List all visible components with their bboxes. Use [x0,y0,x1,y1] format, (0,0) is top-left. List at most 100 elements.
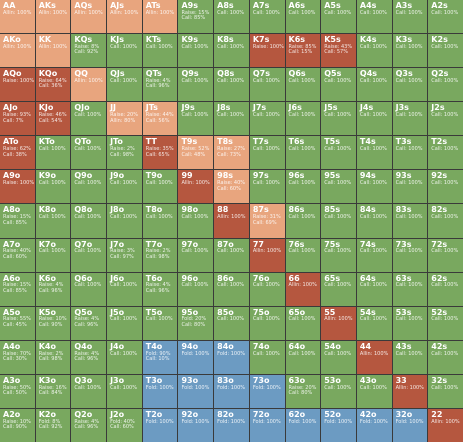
hand-cell-95o[interactable]: 95o Fold: 20% Call: 80% [178,306,214,340]
hand-cell-j6o[interactable]: J6o Call: 100% [107,272,142,306]
hand-cell-33[interactable]: 33 Allin: 100% [392,374,428,408]
hand-cell-kjs[interactable]: KJs Call: 100% [107,34,142,68]
hand-cell-t3o[interactable]: T3o Fold: 100% [142,374,178,408]
hand-cell-a3o[interactable]: A3o Raise: 50% Call: 50% [0,374,35,408]
hand-cell-42o[interactable]: 42o Fold: 100% [356,408,392,442]
hand-cell-84o[interactable]: 84o Fold: 100% [214,340,249,374]
hand-cell-95s[interactable]: 95s Call: 100% [321,170,356,204]
hand-cell-t9s[interactable]: T9s Raise: 52% Call: 48% [178,136,214,170]
hand-cell-52o[interactable]: 52o Fold: 100% [321,408,356,442]
hand-cell-63s[interactable]: 63s Call: 100% [392,272,428,306]
hand-cell-q6s[interactable]: Q6s Call: 100% [285,68,321,102]
hand-cell-94s[interactable]: 94s Call: 100% [356,170,392,204]
hand-cell-q4o[interactable]: Q4o Raise: 4% Call: 96% [71,340,107,374]
hand-cell-kqo[interactable]: KQo Raise: 64% Call: 36% [35,68,71,102]
hand-cell-t9o[interactable]: T9o Call: 100% [142,170,178,204]
hand-cell-77[interactable]: 77 Allin: 100% [249,238,285,272]
hand-cell-74s[interactable]: 74s Call: 100% [356,238,392,272]
hand-cell-64o[interactable]: 64o Call: 100% [285,340,321,374]
hand-cell-qjs[interactable]: QJs Call: 100% [107,68,142,102]
hand-cell-54s[interactable]: 54s Call: 100% [356,306,392,340]
hand-cell-j9s[interactable]: J9s Call: 100% [178,102,214,136]
hand-cell-k6o[interactable]: K6o Raise: 4% Call: 96% [35,272,71,306]
hand-cell-99[interactable]: 99 Allin: 100% [178,170,214,204]
hand-cell-54o[interactable]: 54o Call: 100% [321,340,356,374]
hand-cell-t5o[interactable]: T5o Call: 100% [142,306,178,340]
hand-cell-q7s[interactable]: Q7s Call: 100% [249,68,285,102]
hand-cell-53o[interactable]: 53o Call: 100% [321,374,356,408]
hand-cell-74o[interactable]: 74o Call: 100% [249,340,285,374]
hand-cell-jj[interactable]: JJ Raise: 20% Allin: 80% [107,102,142,136]
hand-cell-a2s[interactable]: A2s Call: 100% [428,0,463,34]
hand-cell-k2s[interactable]: K2s Call: 100% [428,34,463,68]
hand-cell-a3s[interactable]: A3s Call: 100% [392,0,428,34]
hand-cell-j6s[interactable]: J6s Call: 100% [285,102,321,136]
hand-cell-t2o[interactable]: T2o Fold: 100% [142,408,178,442]
hand-cell-ako[interactable]: AKo Allin: 100% [0,34,35,68]
hand-cell-j8s[interactable]: J8s Call: 100% [214,102,249,136]
hand-cell-aqo[interactable]: AQo Raise: 100% [0,68,35,102]
hand-cell-43o[interactable]: 43o Call: 100% [356,374,392,408]
hand-cell-kto[interactable]: KTo Call: 100% [35,136,71,170]
hand-cell-92o[interactable]: 92o Fold: 100% [178,408,214,442]
hand-cell-83o[interactable]: 83o Fold: 100% [214,374,249,408]
hand-cell-k6s[interactable]: K6s Raise: 85% Call: 15% [285,34,321,68]
hand-cell-j3s[interactable]: J3s Call: 100% [392,102,428,136]
hand-cell-j7s[interactable]: J7s Call: 100% [249,102,285,136]
hand-cell-t4s[interactable]: T4s Call: 100% [356,136,392,170]
hand-cell-t7s[interactable]: T7s Call: 100% [249,136,285,170]
hand-cell-j7o[interactable]: J7o Raise: 3% Call: 97% [107,238,142,272]
hand-cell-kk[interactable]: KK Allin: 100% [35,34,71,68]
hand-cell-97o[interactable]: 97o Call: 100% [178,238,214,272]
hand-cell-96s[interactable]: 96s Call: 100% [285,170,321,204]
hand-cell-98o[interactable]: 98o Call: 100% [178,204,214,238]
hand-cell-t6o[interactable]: T6o Raise: 4% Call: 96% [142,272,178,306]
hand-cell-62o[interactable]: 62o Fold: 100% [285,408,321,442]
hand-cell-a7o[interactable]: A7o Raise: 40% Call: 60% [0,238,35,272]
hand-cell-87o[interactable]: 87o Call: 100% [214,238,249,272]
hand-cell-85o[interactable]: 85o Call: 100% [214,306,249,340]
hand-cell-a6s[interactable]: A6s Call: 100% [285,0,321,34]
hand-cell-k7s[interactable]: K7s Raise: 100% [249,34,285,68]
hand-cell-kts[interactable]: KTs Call: 100% [142,34,178,68]
hand-cell-j3o[interactable]: J3o Call: 100% [107,374,142,408]
hand-cell-k8o[interactable]: K8o Call: 100% [35,204,71,238]
hand-cell-j5o[interactable]: J5o Call: 100% [107,306,142,340]
hand-cell-ajo[interactable]: AJo Raise: 93% Call: 7% [0,102,35,136]
hand-cell-22[interactable]: 22 Allin: 100% [428,408,463,442]
hand-cell-62s[interactable]: 62s Call: 100% [428,272,463,306]
hand-cell-jts[interactable]: JTs Raise: 44% Call: 56% [142,102,178,136]
hand-cell-k2o[interactable]: K2o Fold: 8% Call: 92% [35,408,71,442]
hand-cell-a8s[interactable]: A8s Call: 100% [214,0,249,34]
hand-cell-ato[interactable]: ATo Raise: 62% Call: 38% [0,136,35,170]
hand-cell-76o[interactable]: 76o Call: 100% [249,272,285,306]
hand-cell-32o[interactable]: 32o Fold: 100% [392,408,428,442]
hand-cell-a4s[interactable]: A4s Call: 100% [356,0,392,34]
hand-cell-85s[interactable]: 85s Call: 100% [321,204,356,238]
hand-cell-t2s[interactable]: T2s Call: 100% [428,136,463,170]
hand-cell-96o[interactable]: 96o Call: 100% [178,272,214,306]
hand-cell-q2o[interactable]: Q2o Raise: 4% Call: 96% [71,408,107,442]
hand-cell-q7o[interactable]: Q7o Call: 100% [71,238,107,272]
hand-cell-ajs[interactable]: AJs Allin: 100% [107,0,142,34]
hand-cell-72s[interactable]: 72s Call: 100% [428,238,463,272]
hand-cell-j2s[interactable]: J2s Call: 100% [428,102,463,136]
hand-cell-t5s[interactable]: T5s Call: 100% [321,136,356,170]
hand-cell-87s[interactable]: 87s Raise: 31% Call: 69% [249,204,285,238]
hand-cell-63o[interactable]: 63o Raise: 20% Call: 80% [285,374,321,408]
hand-cell-86s[interactable]: 86s Call: 100% [285,204,321,238]
hand-cell-98s[interactable]: 98s Raise: 40% Call: 60% [214,170,249,204]
hand-cell-t3s[interactable]: T3s Call: 100% [392,136,428,170]
hand-cell-q9o[interactable]: Q9o Call: 100% [71,170,107,204]
hand-cell-55[interactable]: 55 Allin: 100% [321,306,356,340]
hand-cell-q4s[interactable]: Q4s Call: 100% [356,68,392,102]
hand-cell-j2o[interactable]: J2o Fold: 40% Call: 60% [107,408,142,442]
hand-cell-43s[interactable]: 43s Call: 100% [392,340,428,374]
hand-cell-q5o[interactable]: Q5o Raise: 4% Call: 96% [71,306,107,340]
hand-cell-j4s[interactable]: J4s Call: 100% [356,102,392,136]
hand-cell-qjo[interactable]: QJo Call: 100% [71,102,107,136]
hand-cell-j8o[interactable]: J8o Call: 100% [107,204,142,238]
hand-cell-j4o[interactable]: J4o Call: 100% [107,340,142,374]
hand-cell-64s[interactable]: 64s Call: 100% [356,272,392,306]
hand-cell-65o[interactable]: 65o Call: 100% [285,306,321,340]
